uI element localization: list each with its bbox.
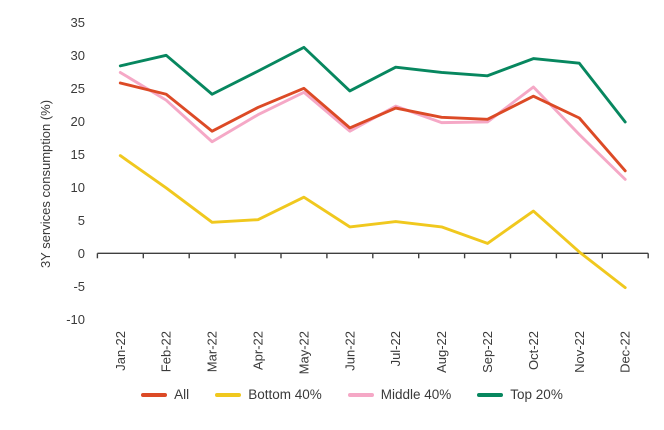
legend-swatch-all <box>141 392 168 397</box>
legend-item-middle-40: Middle 40% <box>347 387 452 402</box>
x-tick-label: Nov-22 <box>572 331 587 373</box>
x-tick-label: Jul-22 <box>388 331 403 366</box>
x-tick-label: May-22 <box>296 331 311 374</box>
legend-item-top-20: Top 20% <box>477 388 563 402</box>
y-tick-label: -5 <box>73 279 85 294</box>
x-tick-label: Jun-22 <box>342 331 357 371</box>
legend-label-top-20: Top 20% <box>510 387 563 402</box>
x-tick-label: Mar-22 <box>205 331 220 372</box>
legend-swatch-top-20 <box>477 392 504 397</box>
y-tick-label: 30 <box>71 48 85 63</box>
legend-swatch-middle-40 <box>347 392 374 397</box>
x-tick-label: Feb-22 <box>159 331 174 372</box>
y-tick-label: 5 <box>78 213 85 228</box>
y-tick-label: 0 <box>78 246 85 261</box>
x-tick-label: Aug-22 <box>434 331 449 373</box>
y-tick-label: 10 <box>71 180 85 195</box>
y-axis-title: 3Y services consumption (%) <box>38 100 53 268</box>
y-tick-label: 20 <box>71 114 85 129</box>
x-tick-label: Apr-22 <box>251 331 266 370</box>
legend: All Bottom 40% Middle 40% Top 20% <box>40 388 664 402</box>
y-tick-label: 15 <box>71 147 85 162</box>
series-line-bottom-40 <box>118 154 627 290</box>
y-tick-label: -10 <box>66 312 85 327</box>
series-line-top-20 <box>118 45 627 124</box>
legend-label-bottom-40: Bottom 40% <box>248 387 322 402</box>
legend-item-bottom-40: Bottom 40% <box>215 388 322 402</box>
x-tick-label: Jan-22 <box>113 331 128 371</box>
y-tick-label: 25 <box>71 81 85 96</box>
x-tick-label: Sep-22 <box>480 331 495 373</box>
series-line-middle-40 <box>118 71 627 181</box>
y-tick-label: 35 <box>71 15 85 30</box>
legend-item-all: All <box>141 388 189 402</box>
legend-label-all: All <box>174 387 190 402</box>
series-line-all <box>118 81 627 173</box>
legend-swatch-bottom-40 <box>215 392 242 397</box>
x-tick-label: Dec-22 <box>618 331 633 373</box>
legend-label-middle-40: Middle 40% <box>380 387 452 402</box>
x-tick-label: Oct-22 <box>526 331 541 370</box>
